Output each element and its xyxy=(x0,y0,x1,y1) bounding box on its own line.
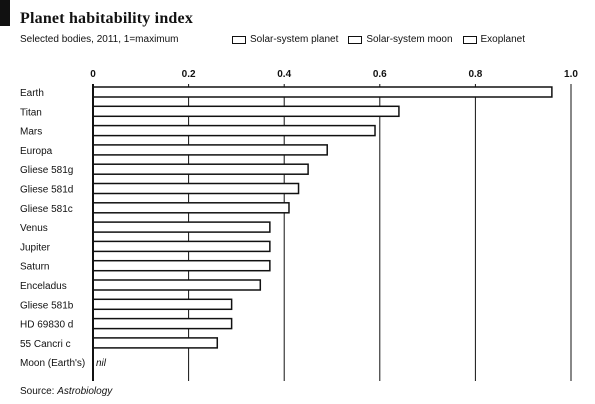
bar xyxy=(92,182,300,195)
bar xyxy=(92,202,290,214)
bar xyxy=(92,259,271,272)
bar xyxy=(92,337,219,349)
x-tick-label: 0.2 xyxy=(182,69,196,80)
category-label: Enceladus xyxy=(20,281,67,292)
x-tick-label: 0.6 xyxy=(373,69,387,80)
category-label: Mars xyxy=(20,127,42,138)
bar xyxy=(92,105,400,118)
legend-label-moon: Solar-system moon xyxy=(366,34,453,45)
legend-label-exoplanet: Exoplanet xyxy=(480,34,525,45)
category-label: Titan xyxy=(20,107,42,118)
x-tick-label: 0.4 xyxy=(277,69,291,80)
chart-subtitle: Selected bodies, 2011, 1=maximum xyxy=(20,34,179,45)
value-label: nil xyxy=(96,358,107,369)
category-label: Jupiter xyxy=(20,242,51,253)
category-label: HD 69830 d xyxy=(20,320,73,331)
header-accent-block xyxy=(0,0,10,26)
x-tick-label: 1.0 xyxy=(564,69,578,80)
legend-swatch-planet xyxy=(232,35,246,44)
bar xyxy=(92,124,376,137)
category-label: Europa xyxy=(20,146,53,157)
bar xyxy=(92,144,328,156)
chart-legend: Solar-system planet Solar-system moon Ex… xyxy=(232,34,525,45)
legend-item-moon: Solar-system moon xyxy=(348,34,453,45)
x-tick-label: 0 xyxy=(90,69,96,80)
bar xyxy=(92,298,233,311)
bar xyxy=(92,163,309,175)
category-label: Earth xyxy=(20,88,44,99)
category-label: 55 Cancri c xyxy=(20,339,71,350)
category-label: Venus xyxy=(20,223,48,234)
legend-swatch-exoplanet xyxy=(462,35,477,44)
category-label: Moon (Earth's) xyxy=(20,358,85,369)
legend-label-planet: Solar-system planet xyxy=(250,34,339,45)
category-label: Saturn xyxy=(20,262,49,273)
bar xyxy=(92,279,262,291)
chart-title: Planet habitability index xyxy=(20,10,194,27)
category-label: Gliese 581g xyxy=(20,165,73,176)
bar xyxy=(92,221,271,233)
bar xyxy=(92,86,553,98)
chart-source: Source: Astrobiology xyxy=(20,386,112,397)
category-label: Gliese 581d xyxy=(20,185,73,196)
category-label: Gliese 581c xyxy=(20,204,73,215)
x-tick-label: 0.8 xyxy=(468,69,482,80)
source-name: Astrobiology xyxy=(57,386,113,397)
bar xyxy=(92,240,271,253)
category-label: Gliese 581b xyxy=(20,300,74,311)
legend-item-exoplanet: Exoplanet xyxy=(462,34,525,45)
legend-item-planet: Solar-system planet xyxy=(232,34,338,45)
legend-swatch-moon xyxy=(348,35,363,44)
source-prefix: Source: xyxy=(20,386,58,397)
bar xyxy=(92,317,233,330)
